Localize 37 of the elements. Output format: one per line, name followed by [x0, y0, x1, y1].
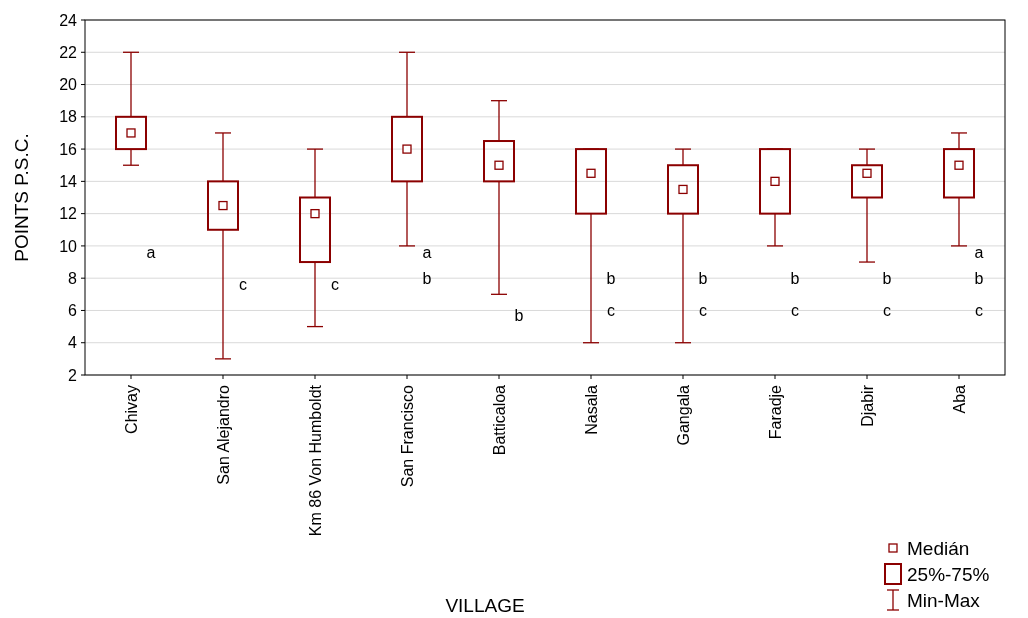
- y-tick-label: 8: [68, 269, 78, 287]
- y-tick-label: 20: [59, 76, 78, 94]
- text: b c: [790, 269, 800, 320]
- text: c: [331, 276, 339, 294]
- y-tick-label: 10: [59, 237, 78, 255]
- x-axis-title: VILLAGE: [445, 595, 525, 616]
- text: a b c: [974, 243, 984, 320]
- y-tick-label: 14: [59, 172, 78, 190]
- text: 25%-75%: [907, 563, 990, 585]
- y-axis-title: POINTS P.S.C.: [11, 133, 32, 262]
- text: b c: [606, 269, 616, 320]
- y-tick-label: 6: [68, 302, 78, 320]
- y-tick-label: 16: [59, 140, 78, 158]
- text: b c: [698, 269, 708, 320]
- y-tick-label: 12: [59, 205, 78, 223]
- y-tick-label: 2: [68, 366, 78, 384]
- x-tick-label: Djabir: [859, 384, 876, 427]
- text: Medián: [907, 537, 970, 559]
- x-tick-label: San Alejandro: [215, 384, 232, 485]
- x-tick-label: Faradje: [767, 384, 784, 440]
- x-tick-label: Chivay: [123, 385, 140, 434]
- x-tick-label: Batticaloa: [491, 384, 508, 456]
- text: c: [239, 276, 247, 294]
- x-tick-label: Aba: [951, 384, 968, 414]
- x-tick-label: Nasala: [583, 384, 600, 435]
- text: a: [146, 243, 156, 261]
- x-tick-label: Km 86 Von Humboldt: [307, 384, 324, 537]
- y-tick-label: 18: [59, 108, 78, 126]
- y-tick-label: 4: [68, 334, 78, 352]
- x-tick-label: Gangala: [675, 384, 692, 446]
- text: Min-Max: [907, 589, 981, 611]
- text: b c: [882, 269, 892, 320]
- text: a b: [422, 243, 432, 287]
- text: b: [514, 306, 524, 324]
- x-tick-label: San Francisco: [399, 384, 416, 488]
- y-tick-label: 22: [59, 43, 78, 61]
- y-tick-label: 24: [59, 11, 78, 29]
